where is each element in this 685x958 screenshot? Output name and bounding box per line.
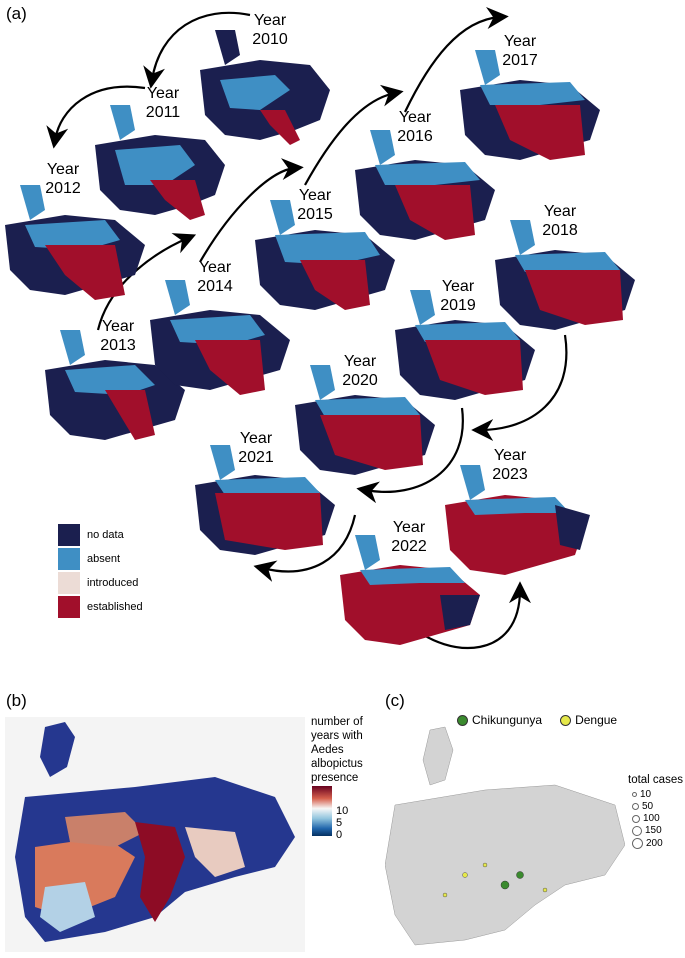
map-years-presence: [5, 717, 305, 952]
year-label-2015: Year 2015: [297, 187, 333, 223]
panel-label-b: (b): [6, 691, 27, 710]
map-2022: [340, 535, 480, 645]
map-cases: [385, 726, 625, 946]
map-2018: [495, 220, 635, 330]
legend-disease: Chikungunya Dengue: [457, 713, 617, 727]
legend-status: no data absent introduced established: [58, 523, 143, 619]
panel-label-c: (c): [385, 691, 405, 710]
panel-label-a: (a): [6, 4, 27, 23]
year-label-2014: Year 2014: [197, 259, 233, 295]
colorbar-tick-5: 5: [336, 817, 343, 829]
colorbar-tick-0: 0: [336, 829, 343, 841]
map-2020: [295, 365, 435, 475]
legend-item-established: established: [58, 595, 143, 619]
swatch-established: [58, 596, 80, 618]
swatch-absent: [58, 548, 80, 570]
legend-item-no-data: no data: [58, 523, 143, 547]
year-label-2010: Year 2010: [252, 12, 288, 48]
colorbar-tick-10: 10: [336, 805, 349, 817]
year-label-2020: Year 2020: [342, 353, 378, 389]
year-label-2012: Year 2012: [45, 161, 81, 197]
size-legend-150: 150: [632, 825, 662, 836]
year-label-2011: Year 2011: [145, 85, 181, 121]
year-label-2021: Year 2021: [238, 430, 274, 466]
legend-item-introduced: introduced: [58, 571, 143, 595]
year-maps: [5, 30, 635, 645]
year-label-2023: Year 2023: [492, 447, 528, 483]
year-label-2019: Year 2019: [440, 278, 476, 314]
dengue-dot: [560, 714, 572, 726]
year-label-2018: Year 2018: [542, 203, 578, 239]
map-2016: [355, 130, 495, 240]
size-legend-title: total cases: [628, 774, 683, 786]
colorbar-title: number of years with Aedes albopictus pr…: [311, 716, 363, 784]
map-2010: [200, 30, 330, 145]
size-legend-50: 50: [632, 801, 653, 812]
size-legend-100: 100: [632, 813, 660, 824]
chikungunya-dot: [457, 714, 468, 726]
legend-item-absent: absent: [58, 547, 143, 571]
size-legend-200: 200: [632, 838, 663, 849]
year-label-2017: Year 2017: [502, 33, 538, 69]
map-2015: [255, 200, 395, 310]
swatch-introduced: [58, 572, 80, 594]
map-2013: [45, 330, 185, 440]
year-sequence-arrows: [46, 7, 568, 650]
map-2011: [95, 105, 225, 220]
map-2017: [460, 50, 600, 160]
map-2012: [5, 185, 145, 300]
year-label-2016: Year 2016: [397, 109, 433, 145]
map-2019: [395, 290, 535, 400]
swatch-no-data: [58, 524, 80, 546]
colorbar: [312, 786, 332, 836]
map-2021: [195, 445, 335, 555]
size-legend-10: 10: [632, 789, 651, 800]
map-2014: [150, 280, 290, 395]
map-2023: [445, 465, 590, 575]
year-label-2013: Year 2013: [100, 318, 136, 354]
year-label-2022: Year 2022: [391, 519, 427, 555]
